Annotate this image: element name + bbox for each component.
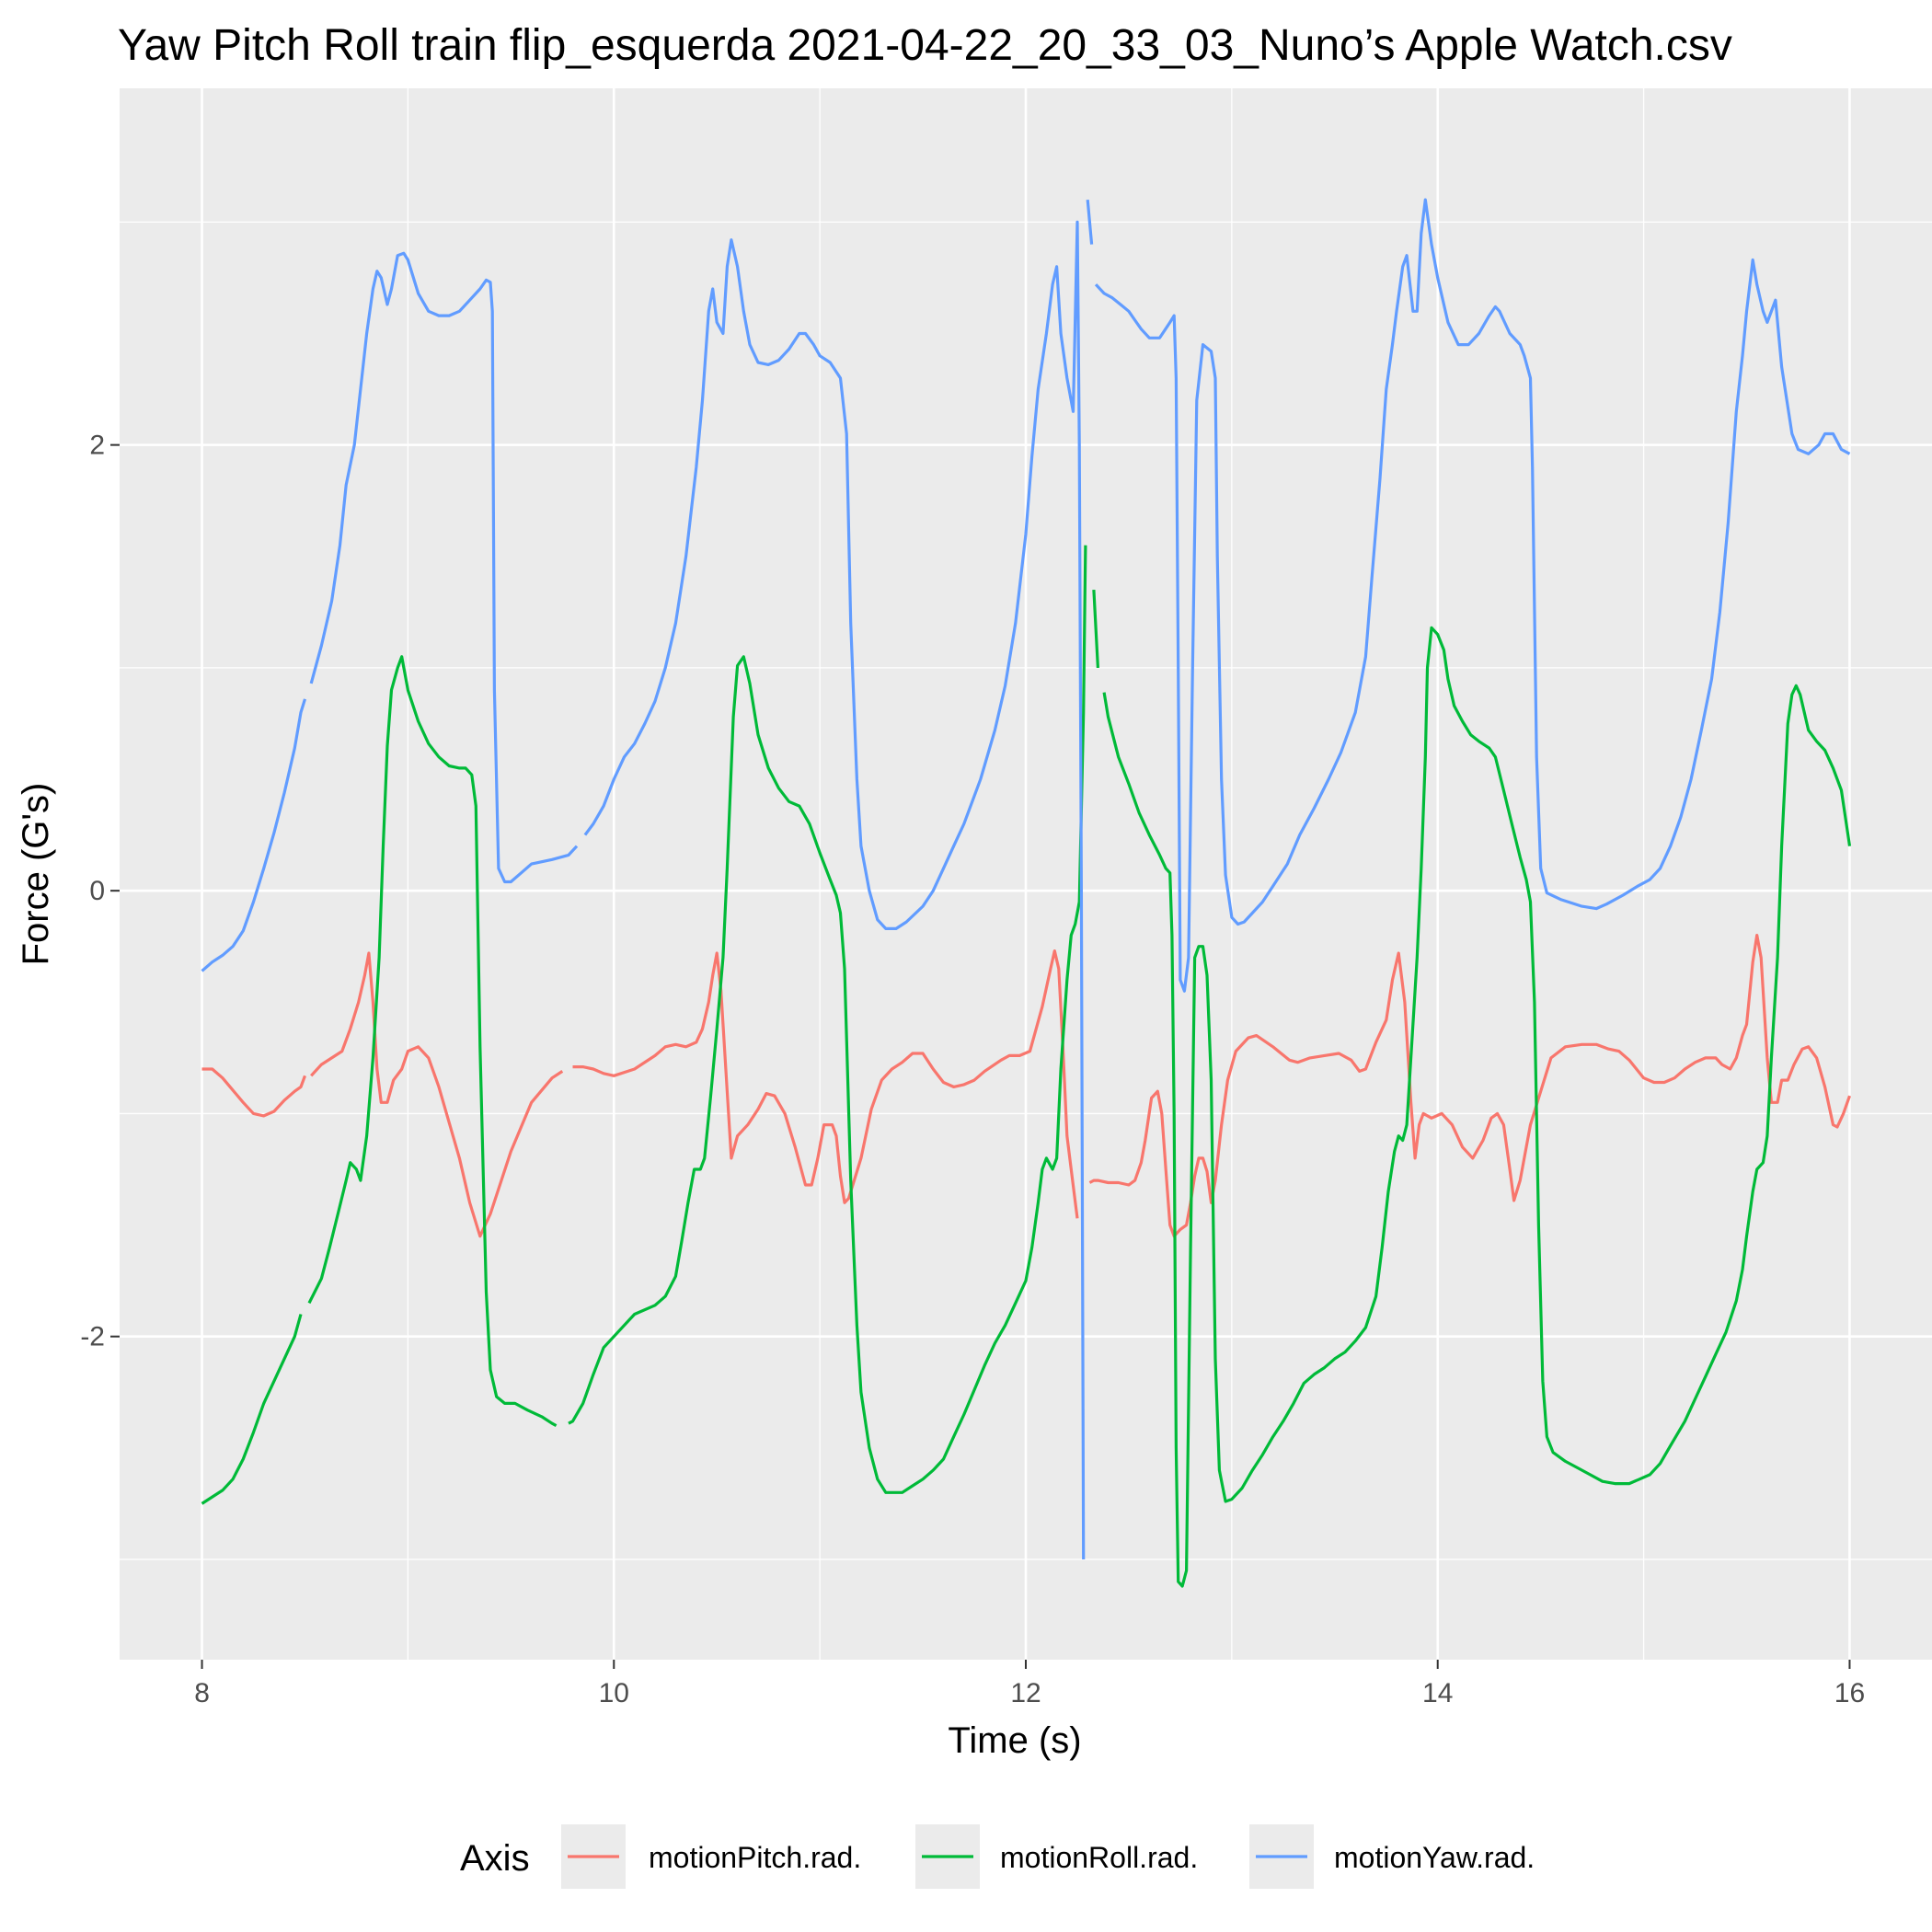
- chart-title: Yaw Pitch Roll train flip_esquerda 2021-…: [118, 21, 1732, 70]
- series-line-0: [201, 934, 1852, 1238]
- legend-label: motionRoll.rad.: [1000, 1841, 1198, 1874]
- legend-label: motionYaw.rad.: [1334, 1841, 1535, 1874]
- y-axis: -2 0 2: [80, 431, 120, 1352]
- x-tick-label: 14: [1422, 1678, 1453, 1708]
- x-tick-label: 10: [599, 1678, 629, 1708]
- series-line-2: [201, 198, 1851, 1560]
- grid-major: [120, 88, 1932, 1660]
- legend: Axis motionPitch.rad. motionRoll.rad. moti…: [460, 1824, 1535, 1889]
- y-tick-label: 2: [89, 431, 105, 461]
- series-line-1: [201, 545, 1852, 1588]
- series-layer: [201, 198, 1852, 1588]
- x-tick-label: 16: [1834, 1678, 1865, 1708]
- y-tick-label: -2: [80, 1322, 105, 1352]
- x-axis: 8 10 12 14 16: [194, 1660, 1865, 1708]
- x-tick-label: 12: [1010, 1678, 1041, 1708]
- x-tick-label: 8: [194, 1678, 210, 1708]
- y-axis-title: Force (G's): [16, 783, 56, 966]
- x-axis-title: Time (s): [948, 1720, 1081, 1761]
- y-tick-label: 0: [89, 876, 105, 906]
- legend-label: motionPitch.rad.: [649, 1841, 861, 1874]
- legend-title: Axis: [460, 1838, 530, 1879]
